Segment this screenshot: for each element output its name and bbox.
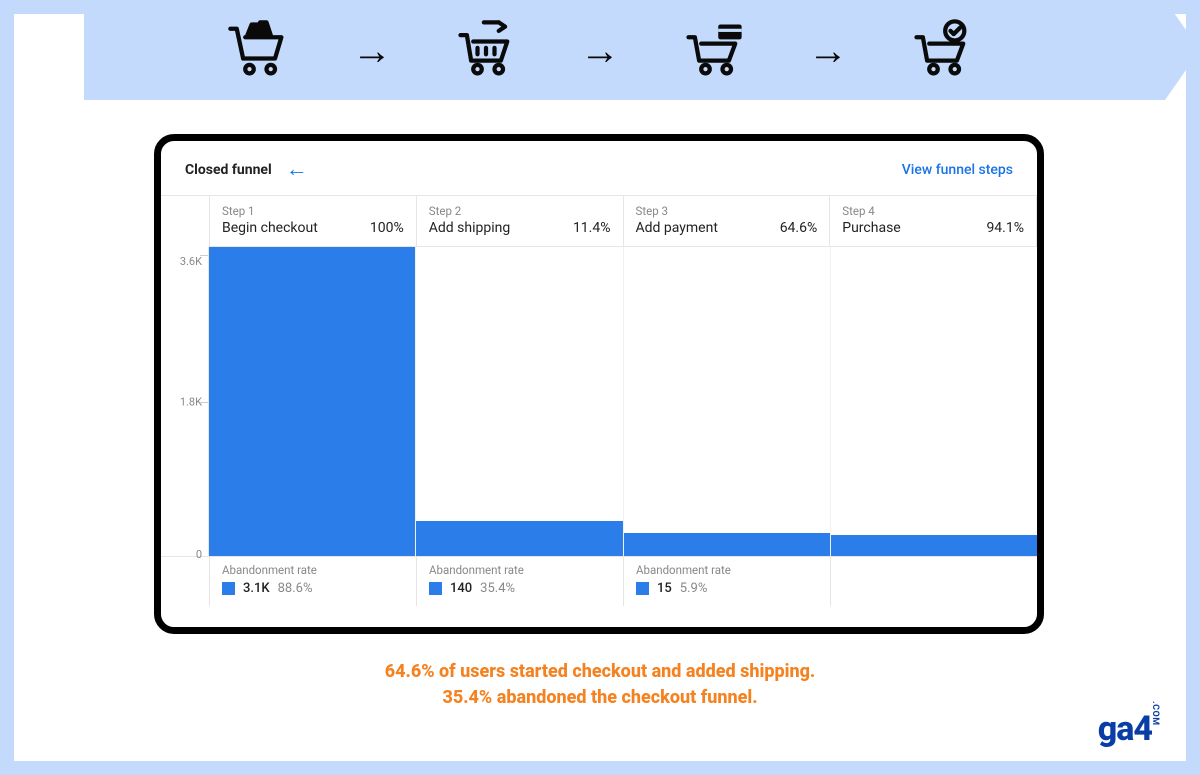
logo-text: ga4 [1098,709,1152,749]
series-swatch-icon [429,582,442,595]
logo-subtext: .COM [1150,701,1160,726]
step-name-label: Begin checkout [222,220,318,236]
funnel-bar [624,533,830,556]
step-name-label: Add shipping [429,220,510,236]
abandonment-label: Abandonment rate [636,563,818,577]
step-name-label: Add payment [636,220,718,236]
cart-with-bags-icon [224,16,292,84]
abandonment-cell-empty [830,557,1037,606]
caption-line-2: 35.4% abandoned the checkout funnel. [14,685,1186,711]
abandonment-label: Abandonment rate [222,563,404,577]
cart-complete-icon [908,16,976,84]
step-header: Step 3 Add payment 64.6% [623,196,830,247]
step-header: Step 4 Purchase 94.1% [829,196,1037,247]
series-swatch-icon [222,582,235,595]
step-pct-label: 94.1% [986,220,1024,236]
closed-funnel-label: Closed funnel [185,162,272,178]
step-name-label: Purchase [842,220,900,236]
y-axis: 3.6K 1.8K 0 [161,247,209,556]
step-number-label: Step 3 [636,204,818,218]
abandonment-label: Abandonment rate [429,563,611,577]
cart-payment-icon [680,16,748,84]
abandonment-pct: 5.9% [680,581,708,596]
step-number-label: Step 2 [429,204,611,218]
abandonment-count: 3.1K [243,581,270,596]
arrow-icon: → [808,27,848,74]
view-funnel-steps-link[interactable]: View funnel steps [902,162,1013,178]
funnel-bar [416,521,622,556]
y-tick-label: 3.6K [180,255,202,268]
plot-area: + − [209,247,1037,556]
abandonment-cell: Abandonment rate 3.1K 88.6% [209,557,416,606]
arrow-left-icon: ← [286,159,308,181]
infographic-frame: → → → [0,0,1200,775]
step-pct-label: 11.4% [573,220,611,236]
abandonment-count: 15 [657,581,672,596]
abandonment-row: Abandonment rate 3.1K 88.6% Abandonment … [161,557,1037,606]
step-header: Step 1 Begin checkout 100% [209,196,416,247]
step-number-label: Step 1 [222,204,404,218]
arrow-icon: → [352,27,392,74]
abandonment-count: 140 [450,581,472,596]
abandonment-cell: Abandonment rate 15 5.9% [623,557,830,606]
arrow-icon: → [580,27,620,74]
closed-funnel-toggle[interactable]: Closed funnel ← [185,159,308,181]
funnel-bar [209,247,415,556]
panel-header: Closed funnel ← View funnel steps [161,141,1037,196]
checkout-steps-ribbon: → → → [84,0,1200,100]
step-pct-label: 100% [370,220,404,236]
abandonment-cell: Abandonment rate 140 35.4% [416,557,623,606]
step-number-label: Step 4 [842,204,1024,218]
funnel-bar-chart: 3.6K 1.8K 0 + − [161,247,1037,557]
funnel-dashboard-panel: Closed funnel ← View funnel steps Step 1… [154,134,1044,634]
insight-caption: 64.6% of users started checkout and adde… [14,659,1186,711]
y-tick-label: 1.8K [180,395,202,408]
caption-line-1: 64.6% of users started checkout and adde… [14,659,1186,685]
funnel-bar [831,535,1037,556]
abandonment-pct: 35.4% [480,581,515,596]
abandonment-pct: 88.6% [278,581,313,596]
step-pct-label: 64.6% [780,220,818,236]
y-tick-label: 0 [196,548,202,561]
step-header: Step 2 Add shipping 11.4% [416,196,623,247]
cart-delivery-icon [452,16,520,84]
series-swatch-icon [636,582,649,595]
ga4-logo: ga4.COM [1098,709,1162,749]
funnel-step-headers: Step 1 Begin checkout 100% Step 2 Add sh… [161,196,1037,247]
